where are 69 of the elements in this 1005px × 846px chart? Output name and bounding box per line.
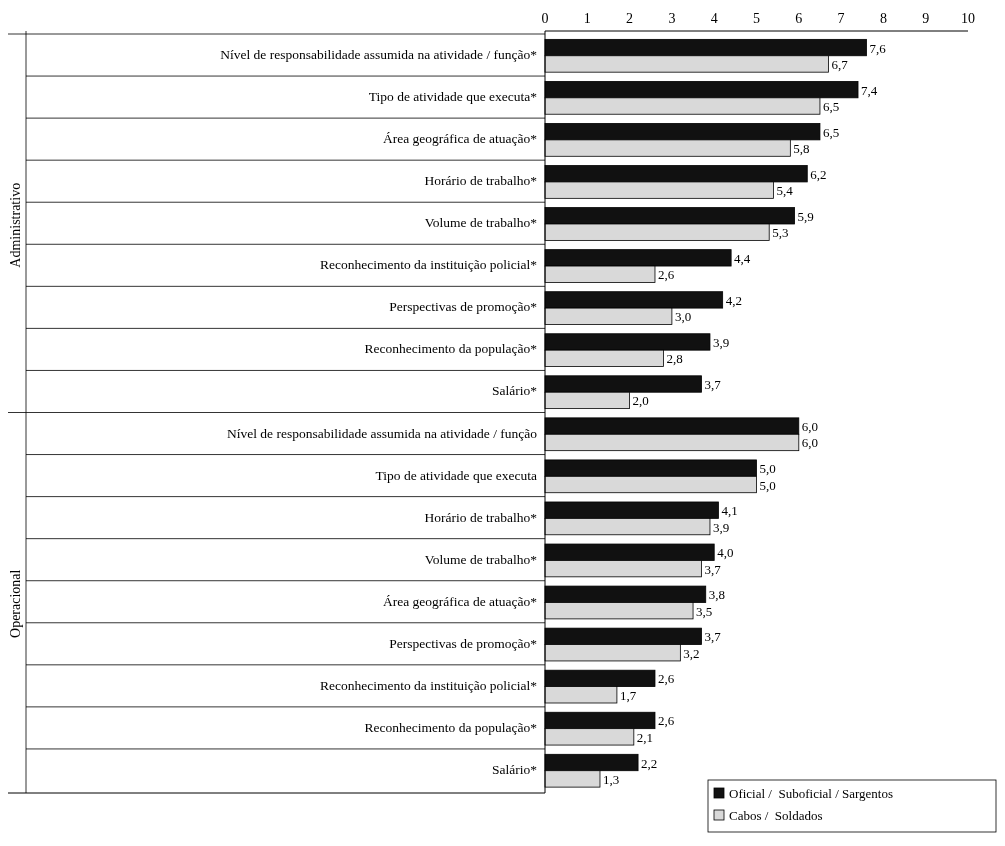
data-label: 2,2 [641,755,658,771]
data-label: 6,5 [822,124,840,140]
y-tick-label: Perspectivas de promoção* [389,299,538,315]
y-tick-label: Tipo de atividade que executa [375,467,538,483]
x-tick-label: 9 [922,11,930,26]
x-tick-label: 8 [879,11,887,26]
y-tick-label: Salário* [492,383,538,399]
data-label: 2,6 [657,713,675,729]
x-tick-label: 7 [837,11,845,26]
data-label: 5,9 [797,208,814,224]
data-label: 3,9 [712,334,730,350]
data-label: 3,2 [683,645,700,661]
data-label: 3,8 [708,587,725,603]
y-tick-label: Salário* [492,761,538,777]
x-tick-label: 4 [710,11,718,26]
y-tick-label: Nível de responsabilidade assumida na atividade / função* [220,47,538,63]
x-tick-label: 5 [753,11,760,26]
data-label: 6,0 [801,435,819,451]
legend-label: Oficial / Suboficial / Sargentos [729,786,894,801]
text: Administrativo [8,182,23,268]
data-label: 7,4 [861,82,878,98]
y-tick-label: Horário de trabalho* [424,509,538,525]
data-label: 4,2 [725,292,742,308]
data-label: 6,5 [822,99,840,115]
x-tick-label: 1 [583,11,591,26]
y-tick-label: Área geográfica de atuação* [382,131,538,147]
y-tick-label: Reconhecimento da população* [364,341,538,357]
x-tick-label: 10 [961,11,975,26]
data-label: 3,9 [712,519,730,535]
y-tick-label: Volume de trabalho* [424,551,538,567]
y-tick-label: Nível de responsabilidade assumida na atividade / função [226,425,538,441]
y-tick-label: Reconhecimento da população* [364,719,538,735]
data-label: 2,6 [657,671,675,687]
data-label: 5,3 [772,225,789,241]
data-label: 7,6 [869,40,887,56]
data-label: 1,3 [602,771,620,787]
data-label: 3,5 [696,603,713,619]
y-tick-label: Horário de trabalho* [424,173,538,189]
data-label: 3,0 [674,309,692,325]
text: Operacional [8,569,23,638]
data-label: 6,0 [801,419,819,435]
data-label: 5,0 [759,461,776,477]
y-tick-label: Tipo de atividade que executa* [368,89,538,105]
data-label: 5,0 [759,477,776,493]
data-label: 2,0 [632,393,649,409]
data-label: 6,7 [831,56,849,72]
data-label: 2,1 [636,729,654,745]
data-label: 4,0 [717,545,734,561]
data-label: 3,7 [704,629,722,645]
data-label: 6,2 [810,166,827,182]
data-label: 1,7 [619,687,637,703]
y-tick-label: Reconhecimento da instituição policial* [319,677,538,693]
y-tick-label: Área geográfica de atuação* [382,593,538,609]
data-label: 5,8 [793,141,810,157]
data-label: 2,6 [657,267,675,283]
y-tick-label: Reconhecimento da instituição policial* [319,257,538,273]
x-tick-label: 6 [795,11,803,26]
x-tick-label: 2 [626,11,634,26]
y-tick-label: Perspectivas de promoção* [389,635,538,651]
data-label: 3,7 [704,377,722,393]
data-label: 2,8 [666,351,683,367]
data-label: 4,1 [721,503,738,519]
data-label: 5,4 [776,183,794,199]
legend-label: Cabos / Soldados [729,808,823,823]
y-tick-label: Volume de trabalho* [424,215,538,231]
x-tick-label: 3 [668,11,676,26]
data-label: 4,4 [734,250,751,266]
data-label: 3,7 [704,561,722,577]
x-tick-label: 0 [541,11,549,26]
